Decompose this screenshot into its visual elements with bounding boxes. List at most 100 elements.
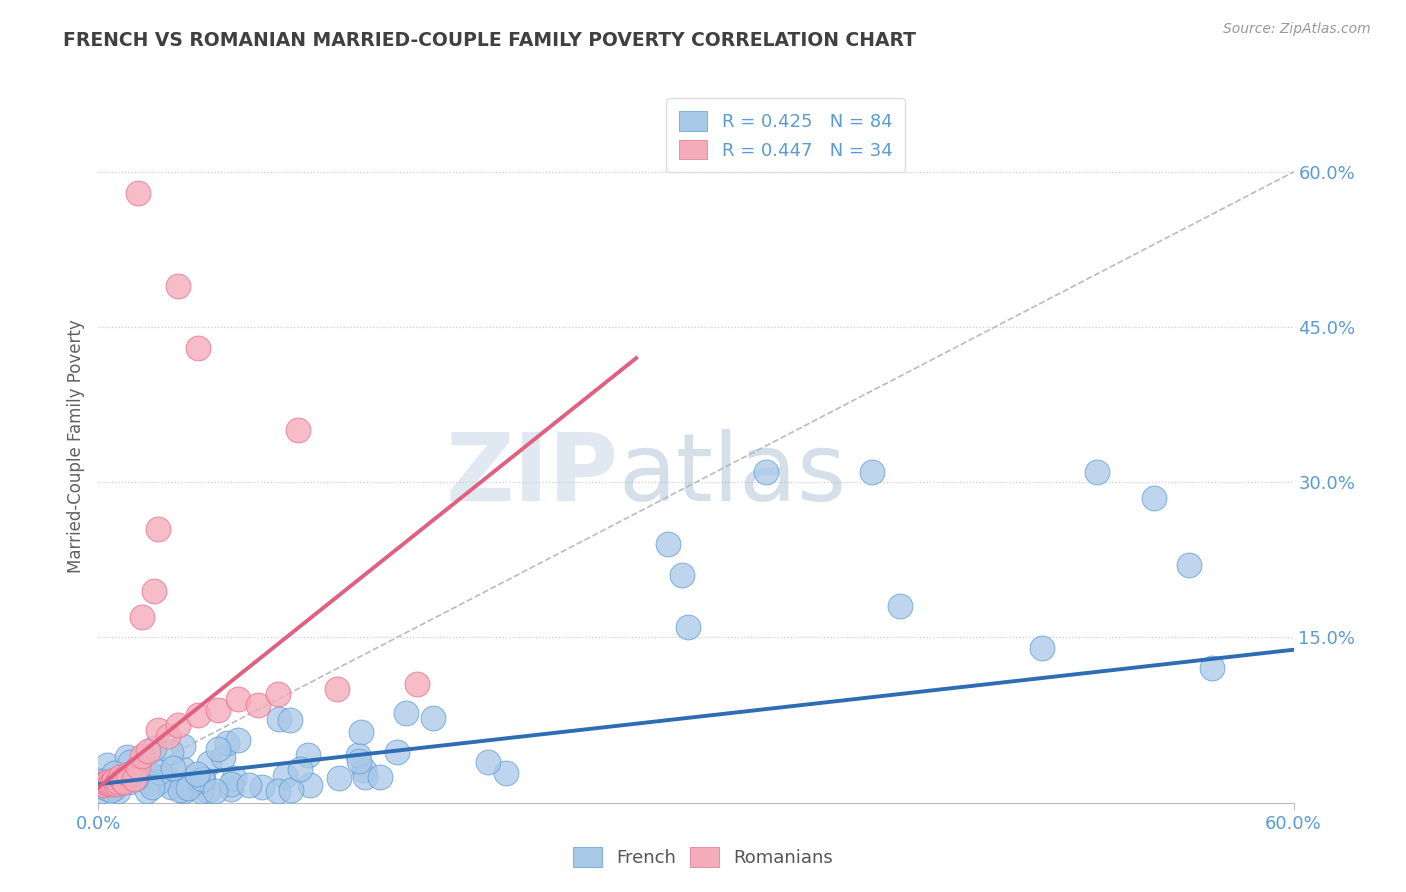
- Point: [346, 747, 368, 762]
- Point: [173, 784, 195, 798]
- Point: [103, 765, 125, 780]
- Point: [188, 774, 211, 789]
- Point: [226, 692, 249, 706]
- Point: [127, 186, 149, 200]
- Point: [136, 744, 159, 758]
- Point: [172, 762, 194, 776]
- Point: [889, 599, 911, 614]
- Point: [107, 784, 129, 798]
- Point: [134, 769, 156, 783]
- Point: [96, 780, 118, 795]
- Point: [159, 745, 181, 759]
- Point: [127, 759, 149, 773]
- Y-axis label: Married-Couple Family Poverty: Married-Couple Family Poverty: [66, 319, 84, 573]
- Point: [353, 763, 375, 777]
- Point: [148, 522, 170, 536]
- Point: [93, 778, 115, 792]
- Point: [755, 465, 778, 479]
- Point: [197, 783, 219, 797]
- Point: [157, 729, 180, 743]
- Point: [406, 677, 429, 691]
- Point: [131, 609, 153, 624]
- Point: [146, 775, 169, 789]
- Point: [159, 780, 181, 794]
- Point: [97, 775, 120, 789]
- Legend: French, Romanians: French, Romanians: [565, 839, 841, 874]
- Point: [124, 772, 146, 786]
- Point: [657, 537, 679, 551]
- Text: FRENCH VS ROMANIAN MARRIED-COUPLE FAMILY POVERTY CORRELATION CHART: FRENCH VS ROMANIAN MARRIED-COUPLE FAMILY…: [63, 31, 917, 50]
- Point: [155, 769, 177, 783]
- Point: [495, 766, 517, 780]
- Point: [422, 711, 444, 725]
- Point: [252, 780, 274, 794]
- Point: [136, 784, 159, 798]
- Point: [860, 465, 883, 479]
- Point: [172, 739, 194, 753]
- Point: [1201, 661, 1223, 675]
- Point: [91, 774, 114, 789]
- Point: [671, 568, 693, 582]
- Point: [118, 774, 141, 789]
- Point: [204, 784, 226, 798]
- Point: [138, 776, 160, 790]
- Point: [89, 779, 111, 793]
- Point: [278, 713, 301, 727]
- Point: [1178, 558, 1201, 572]
- Point: [103, 776, 125, 790]
- Point: [90, 784, 112, 798]
- Point: [395, 706, 418, 720]
- Point: [101, 777, 124, 791]
- Point: [219, 782, 242, 797]
- Point: [328, 772, 350, 786]
- Point: [187, 341, 209, 355]
- Point: [290, 762, 312, 776]
- Point: [141, 767, 163, 781]
- Point: [169, 783, 191, 797]
- Point: [186, 767, 208, 781]
- Point: [138, 767, 160, 781]
- Point: [111, 772, 134, 787]
- Point: [104, 781, 127, 796]
- Point: [96, 776, 118, 790]
- Point: [238, 779, 260, 793]
- Point: [477, 755, 499, 769]
- Point: [1143, 491, 1166, 505]
- Point: [267, 712, 290, 726]
- Point: [101, 776, 124, 790]
- Point: [298, 778, 321, 792]
- Point: [387, 745, 409, 759]
- Point: [1085, 465, 1108, 479]
- Point: [280, 782, 302, 797]
- Point: [190, 784, 212, 798]
- Point: [207, 703, 229, 717]
- Point: [167, 718, 190, 732]
- Point: [287, 424, 309, 438]
- Point: [350, 725, 373, 739]
- Point: [148, 765, 170, 780]
- Point: [191, 772, 214, 786]
- Point: [98, 777, 122, 791]
- Point: [148, 723, 170, 738]
- Point: [215, 736, 238, 750]
- Point: [274, 769, 297, 783]
- Point: [246, 698, 269, 712]
- Point: [207, 742, 229, 756]
- Point: [297, 748, 319, 763]
- Point: [89, 774, 111, 789]
- Point: [197, 756, 219, 770]
- Point: [105, 777, 128, 791]
- Point: [224, 771, 246, 785]
- Point: [117, 767, 139, 781]
- Point: [267, 687, 290, 701]
- Point: [111, 775, 134, 789]
- Point: [131, 749, 153, 764]
- Point: [368, 771, 391, 785]
- Text: Source: ZipAtlas.com: Source: ZipAtlas.com: [1223, 22, 1371, 37]
- Point: [143, 583, 166, 598]
- Point: [105, 779, 128, 793]
- Point: [162, 761, 184, 775]
- Point: [141, 780, 163, 794]
- Point: [167, 278, 190, 293]
- Point: [326, 681, 349, 696]
